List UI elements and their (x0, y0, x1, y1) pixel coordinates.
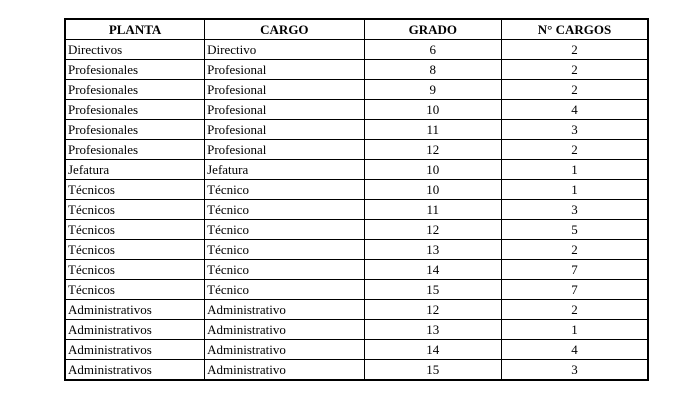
table-cell: Técnico (204, 219, 365, 240)
table-cell: Técnico (204, 259, 365, 280)
table-cell: 1 (500, 159, 649, 180)
table-row: Técnicos Técnico 10 1 (64, 179, 649, 200)
table-cell: 11 (363, 199, 502, 220)
table-cell: 4 (500, 339, 649, 360)
table-row: Administrativos Administrativo 12 2 (64, 299, 649, 320)
header-cell: GRADO (363, 18, 502, 40)
table-cell: Técnico (204, 279, 365, 300)
table-cell: Administrativo (204, 299, 365, 320)
table-cell: Administrativos (64, 339, 206, 360)
table-cell: Técnicos (64, 179, 206, 200)
table-row: Técnicos Técnico 12 5 (64, 219, 649, 240)
table-cell: Profesionales (64, 99, 206, 120)
header-cell: PLANTA (64, 18, 206, 40)
table-cell: 2 (500, 239, 649, 260)
table-row: Técnicos Técnico 13 2 (64, 239, 649, 260)
table-row: Técnicos Técnico 14 7 (64, 259, 649, 280)
table-cell: Profesionales (64, 59, 206, 80)
table-cell: 3 (500, 359, 649, 381)
table-cell: 4 (500, 99, 649, 120)
table-cell: Profesional (204, 59, 365, 80)
header-row: PLANTA CARGO GRADO N° CARGOS (64, 18, 649, 40)
table-cell: 1 (500, 319, 649, 340)
table-cell: 7 (500, 279, 649, 300)
table-cell: 14 (363, 339, 502, 360)
table-cell: 6 (363, 39, 502, 60)
cargos-table: PLANTA CARGO GRADO N° CARGOS Directivos Dire… (64, 18, 649, 381)
table-cell: Profesionales (64, 139, 206, 160)
table-row: Profesionales Profesional 12 2 (64, 139, 649, 160)
table-cell: 13 (363, 239, 502, 260)
table-cell: Técnicos (64, 239, 206, 260)
table-cell: 10 (363, 179, 502, 200)
table-cell: Administrativo (204, 319, 365, 340)
table-cell: 5 (500, 219, 649, 240)
table-cell: Administrativo (204, 339, 365, 360)
table-cell: 13 (363, 319, 502, 340)
table-cell: Directivos (64, 39, 206, 60)
table-cell: 11 (363, 119, 502, 140)
table-row: Técnicos Técnico 11 3 (64, 199, 649, 220)
table-row: Técnicos Técnico 15 7 (64, 279, 649, 300)
table-cell: 10 (363, 99, 502, 120)
table-row: Jefatura Jefatura 10 1 (64, 159, 649, 180)
table-cell: Técnicos (64, 279, 206, 300)
table-cell: Técnico (204, 239, 365, 260)
table-cell: Administrativo (204, 359, 365, 381)
table-cell: 15 (363, 279, 502, 300)
table-cell: Técnico (204, 199, 365, 220)
table-cell: 12 (363, 299, 502, 320)
table-cell: 10 (363, 159, 502, 180)
table-cell: Administrativos (64, 359, 206, 381)
table-cell: Jefatura (64, 159, 206, 180)
table-cell: 1 (500, 179, 649, 200)
table-cell: 2 (500, 59, 649, 80)
table-cell: 14 (363, 259, 502, 280)
table-cell: 15 (363, 359, 502, 381)
table-cell: 2 (500, 79, 649, 100)
table-cell: Administrativos (64, 319, 206, 340)
table-cell: Administrativos (64, 299, 206, 320)
table-cell: Profesionales (64, 119, 206, 140)
table-row: Profesionales Profesional 10 4 (64, 99, 649, 120)
table-cell: Profesional (204, 79, 365, 100)
table-row: Administrativos Administrativo 13 1 (64, 319, 649, 340)
table-cell: Técnico (204, 179, 365, 200)
table-row: Profesionales Profesional 8 2 (64, 59, 649, 80)
table-row: Profesionales Profesional 11 3 (64, 119, 649, 140)
table-cell: 12 (363, 139, 502, 160)
table-cell: Directivo (204, 39, 365, 60)
table-cell: Profesionales (64, 79, 206, 100)
table-cell: Técnicos (64, 199, 206, 220)
table-cell: Profesional (204, 99, 365, 120)
table-cell: Jefatura (204, 159, 365, 180)
table-row: Directivos Directivo 6 2 (64, 39, 649, 60)
table-cell: 8 (363, 59, 502, 80)
table-cell: 2 (500, 39, 649, 60)
table-cell: Profesional (204, 139, 365, 160)
table-cell: 3 (500, 199, 649, 220)
table-cell: 3 (500, 119, 649, 140)
table-row: Administrativos Administrativo 14 4 (64, 339, 649, 360)
header-cell: N° CARGOS (500, 18, 649, 40)
table-cell: Profesional (204, 119, 365, 140)
table-cell: Técnicos (64, 219, 206, 240)
table-cell: 9 (363, 79, 502, 100)
table-cell: Técnicos (64, 259, 206, 280)
table-cell: 7 (500, 259, 649, 280)
table-cell: 2 (500, 299, 649, 320)
table-row: Profesionales Profesional 9 2 (64, 79, 649, 100)
header-cell: CARGO (204, 18, 365, 40)
table-row: Administrativos Administrativo 15 3 (64, 359, 649, 381)
table-cell: 2 (500, 139, 649, 160)
table-cell: 12 (363, 219, 502, 240)
